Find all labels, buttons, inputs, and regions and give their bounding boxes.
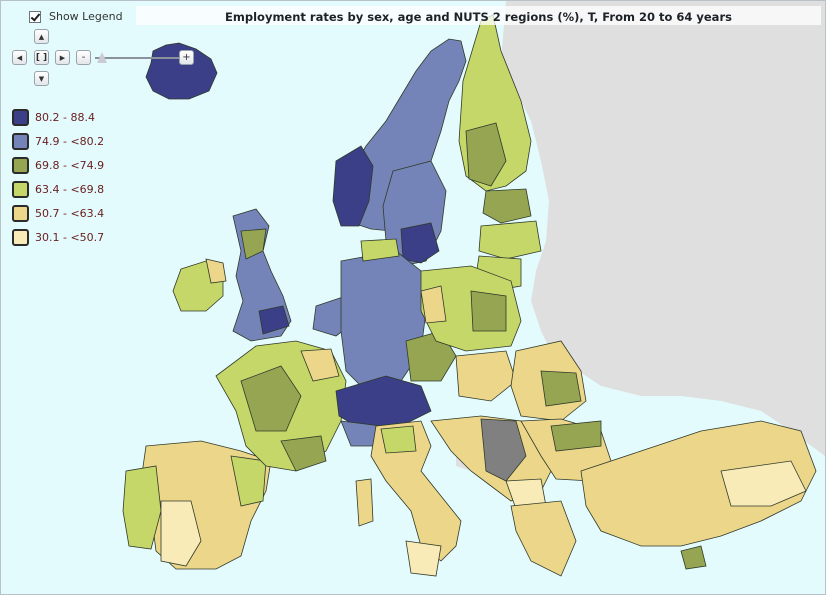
legend-label: 30.1 - <50.7 [35, 230, 105, 244]
legend-swatch [12, 204, 29, 222]
zoom-in-button[interactable]: + [179, 50, 194, 65]
legend-item: 50.7 - <63.4 [12, 201, 104, 225]
legend-item: 63.4 - <69.8 [12, 177, 104, 201]
legend-swatch [12, 228, 29, 246]
legend-item: 69.8 - <74.9 [12, 153, 104, 177]
show-legend-toggle[interactable]: Show Legend [29, 8, 133, 25]
map-title-bar: Employment rates by sex, age and NUTS 2 … [136, 6, 821, 25]
legend-label: 50.7 - <63.4 [35, 206, 105, 220]
region-central-europe[interactable] [312, 238, 457, 447]
legend-label: 74.9 - <80.2 [35, 134, 105, 148]
zoom-slider-thumb[interactable] [97, 52, 107, 63]
legend-label: 63.4 - <69.8 [35, 182, 105, 196]
legend-label: 80.2 - 88.4 [35, 110, 95, 124]
map-legend: 80.2 - 88.4 74.9 - <80.2 69.8 - <74.9 63… [12, 105, 104, 249]
pan-down-button[interactable]: ▼ [34, 71, 49, 86]
region-balkans[interactable] [430, 415, 612, 577]
zoom-out-button[interactable]: - [76, 50, 91, 65]
region-iberia[interactable] [122, 440, 272, 570]
legend-swatch [12, 108, 29, 126]
region-turkey[interactable] [580, 420, 817, 570]
show-legend-label: Show Legend [49, 10, 123, 23]
legend-item: 80.2 - 88.4 [12, 105, 104, 129]
show-legend-checkbox[interactable] [29, 10, 41, 23]
pan-right-button[interactable]: ▶ [55, 50, 70, 65]
pan-up-button[interactable]: ▲ [34, 29, 49, 44]
legend-item: 30.1 - <50.7 [12, 225, 104, 249]
region-east-central[interactable] [420, 265, 587, 422]
legend-label: 69.8 - <74.9 [35, 158, 105, 172]
region-baltics[interactable] [475, 188, 542, 292]
zoom-extent-button[interactable]: [ ] [34, 50, 49, 65]
map-title: Employment rates by sex, age and NUTS 2 … [225, 10, 732, 24]
legend-swatch [12, 156, 29, 174]
legend-swatch [12, 132, 29, 150]
region-italy[interactable] [355, 420, 462, 577]
legend-swatch [12, 180, 29, 198]
legend-item: 74.9 - <80.2 [12, 129, 104, 153]
region-france[interactable] [215, 340, 347, 472]
region-british-isles[interactable] [172, 208, 292, 342]
zoom-slider-track[interactable] [95, 57, 179, 59]
pan-left-button[interactable]: ◀ [12, 50, 27, 65]
region-scandinavia[interactable] [332, 14, 532, 267]
